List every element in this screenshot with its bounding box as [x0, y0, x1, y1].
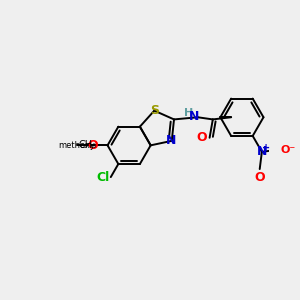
Text: CH₃: CH₃ — [79, 140, 97, 150]
Text: N: N — [189, 110, 200, 123]
Text: O: O — [196, 131, 206, 144]
Text: N: N — [257, 145, 267, 158]
Text: O⁻: O⁻ — [281, 145, 296, 154]
Text: +: + — [262, 143, 270, 153]
Text: N: N — [166, 134, 176, 147]
Text: H: H — [184, 108, 194, 118]
Text: methoxy: methoxy — [58, 141, 95, 150]
Text: O: O — [87, 139, 98, 152]
Text: O: O — [254, 171, 265, 184]
Text: S: S — [150, 104, 159, 117]
Text: Cl: Cl — [96, 171, 109, 184]
